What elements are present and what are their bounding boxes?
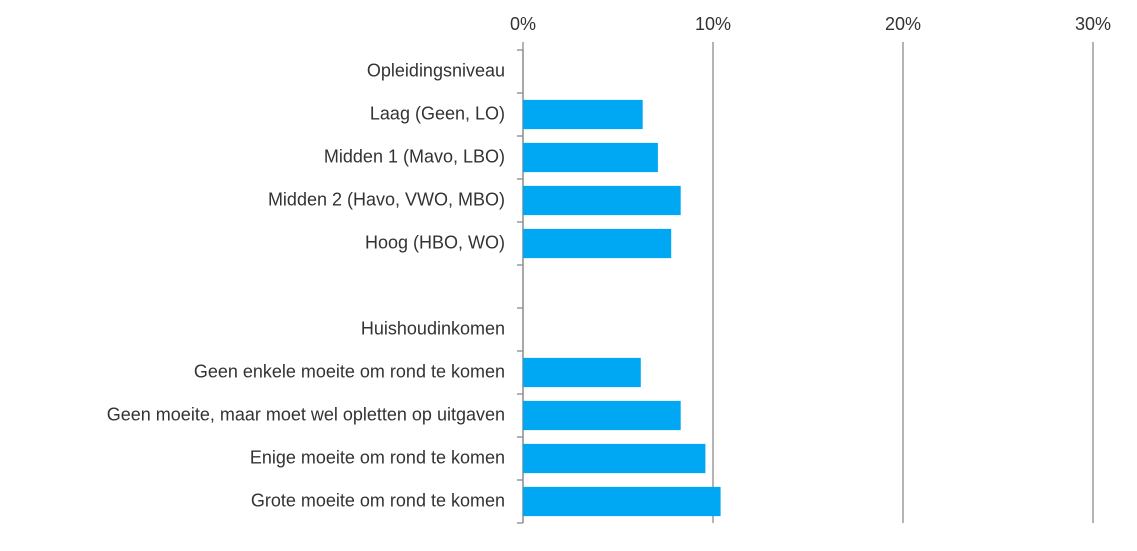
bar — [523, 142, 658, 173]
bar — [523, 228, 672, 259]
bar — [523, 357, 641, 388]
y-tick-label: Geen enkele moeite om rond te komen — [194, 361, 505, 381]
x-tick-label: 0% — [510, 14, 536, 34]
bar — [523, 99, 643, 130]
x-tick-label: 30% — [1075, 14, 1111, 34]
bar — [523, 185, 681, 216]
bar — [523, 400, 681, 431]
y-tick-label: Grote moeite om rond te komen — [251, 490, 505, 510]
bar — [523, 486, 721, 517]
x-tick-label: 10% — [695, 14, 731, 34]
x-tick-label: 20% — [885, 14, 921, 34]
y-tick-label: Geen moeite, maar moet wel opletten op u… — [107, 404, 505, 424]
y-tick-label: Enige moeite om rond te komen — [250, 447, 505, 467]
y-tick-label: Huishoudinkomen — [361, 318, 505, 338]
y-tick-label: Laag (Geen, LO) — [370, 103, 505, 123]
y-tick-label: Midden 2 (Havo, VWO, MBO) — [268, 189, 505, 209]
bar — [523, 443, 706, 474]
y-tick-label: Midden 1 (Mavo, LBO) — [324, 146, 505, 166]
y-tick-label: Opleidingsniveau — [367, 60, 505, 80]
y-tick-label: Hoog (HBO, WO) — [365, 232, 505, 252]
